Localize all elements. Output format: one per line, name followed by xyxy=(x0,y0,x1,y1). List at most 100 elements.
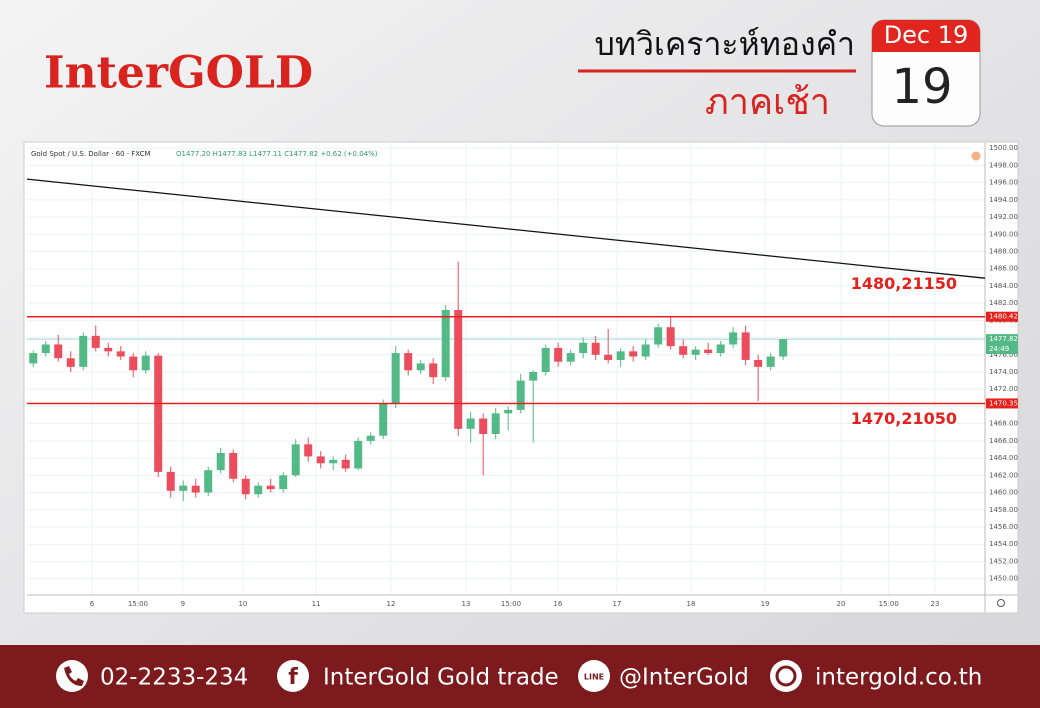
candle-body xyxy=(266,485,275,490)
y-tick-label: 1474.00 xyxy=(989,368,1018,376)
candle-body xyxy=(579,342,588,354)
y-tick-label: 1458.00 xyxy=(989,506,1018,514)
candle-body xyxy=(504,409,513,414)
candle-body xyxy=(66,358,75,367)
y-tick-label: 1472.00 xyxy=(989,385,1018,393)
current-price-tag xyxy=(986,334,1018,355)
y-tick-label: 1466.00 xyxy=(989,437,1018,445)
candle-body xyxy=(529,372,538,381)
candle-body xyxy=(641,344,650,357)
y-tick-label: 1492.00 xyxy=(989,213,1018,221)
candle-body xyxy=(341,459,350,469)
x-tick-label: 15:00 xyxy=(879,600,899,608)
x-tick-label: 20 xyxy=(836,600,845,608)
candle-body xyxy=(729,332,738,345)
x-tick-label: 17 xyxy=(612,600,621,608)
x-tick-label: 19 xyxy=(761,600,770,608)
title: บทวิเคราะห์ทองคำ xyxy=(595,25,855,63)
y-tick-label: 1464.00 xyxy=(989,454,1018,462)
line-icon xyxy=(578,660,610,692)
status-dot xyxy=(971,151,981,161)
candle-body xyxy=(104,347,113,352)
candle-body xyxy=(404,353,413,371)
level-label: 1470.35 xyxy=(989,399,1018,407)
x-tick-label: 15:00 xyxy=(128,600,148,608)
candle-body xyxy=(766,356,775,367)
candle-body xyxy=(154,355,163,472)
level-annotation: 1480,21150 xyxy=(851,274,957,293)
footer-website: intergold.co.th xyxy=(815,665,982,691)
chart: 1450.00 1452.00 1454.00 1456.00 1458.00 1460.… xyxy=(26,143,1018,612)
candle-body xyxy=(604,354,613,360)
footer xyxy=(0,645,1040,708)
y-tick-label: 1494.00 xyxy=(989,196,1018,204)
x-tick-label: 12 xyxy=(387,600,396,608)
x-tick-label: 23 xyxy=(931,600,940,608)
calendar-day: 19 xyxy=(891,59,952,115)
candle-body xyxy=(704,349,713,354)
x-tick-label: 13 xyxy=(462,600,471,608)
footer-line: @InterGold xyxy=(619,665,749,691)
candle-body xyxy=(79,335,88,367)
candle-body xyxy=(666,327,675,347)
y-tick-label: 1462.00 xyxy=(989,471,1018,479)
candle-body xyxy=(304,444,313,457)
candle-body xyxy=(516,380,525,410)
candle-body xyxy=(691,349,700,355)
candle-body xyxy=(216,452,225,471)
candle-body xyxy=(379,403,388,436)
candle-body xyxy=(316,456,325,464)
candle-body xyxy=(54,344,63,359)
level-tag xyxy=(986,311,1018,322)
x-tick-label: 18 xyxy=(687,600,696,608)
calendar-top xyxy=(872,20,980,52)
candle-body xyxy=(541,347,550,373)
candle-body xyxy=(779,339,788,357)
logo: InterGOLD xyxy=(44,48,313,99)
candle-body xyxy=(554,347,563,362)
candle-body xyxy=(29,353,38,364)
candle-body xyxy=(166,471,175,491)
footer-phone: 02-2233-234 xyxy=(100,665,248,691)
y-tick-label: 1450.00 xyxy=(989,575,1018,583)
candle-body xyxy=(629,351,638,357)
candle-body xyxy=(291,444,300,476)
candle-body xyxy=(391,353,400,404)
countdown-label: 24:49 xyxy=(989,345,1009,353)
level-label: 1480.42 xyxy=(989,313,1018,321)
subtitle: ภาคเช้า xyxy=(705,82,830,123)
facebook-icon xyxy=(277,660,309,692)
x-tick-label: 16 xyxy=(553,600,562,608)
y-tick-label: 1452.00 xyxy=(989,557,1018,565)
current-price-label: 1477.82 xyxy=(989,335,1018,343)
phone-icon xyxy=(56,660,88,692)
candle-body xyxy=(429,363,438,378)
y-tick-label: 1476.00 xyxy=(989,351,1018,359)
y-tick-label: 1454.00 xyxy=(989,540,1018,548)
candle-body xyxy=(566,353,575,362)
globe-glyph xyxy=(775,665,797,687)
candle-body xyxy=(491,413,500,435)
candle-body xyxy=(754,359,763,367)
candle-body xyxy=(91,335,100,348)
y-tick-label: 1500.00 xyxy=(989,144,1018,152)
x-tick-label: 10 xyxy=(238,600,247,608)
y-tick-label: 1490.00 xyxy=(989,230,1018,238)
y-tick-label: 1456.00 xyxy=(989,523,1018,531)
candle-body xyxy=(679,346,688,355)
candle-body xyxy=(416,363,425,371)
candle-body xyxy=(254,485,263,495)
y-tick-label: 1460.00 xyxy=(989,489,1018,497)
level-tag xyxy=(986,398,1018,409)
y-tick-label: 1488.00 xyxy=(989,247,1018,255)
x-tick-label: 15:00 xyxy=(501,600,521,608)
y-tick-label: 1468.00 xyxy=(989,420,1018,428)
y-tick-label: 1496.00 xyxy=(989,179,1018,187)
candle-body xyxy=(279,475,288,490)
x-tick-label: 9 xyxy=(181,600,185,608)
settings-icon[interactable] xyxy=(997,599,1005,607)
chart-legend: O1477.20 H1477.83 L1477.11 C1477.82 +0.6… xyxy=(176,150,378,158)
candle-body xyxy=(141,355,150,371)
candle-body xyxy=(654,327,663,345)
